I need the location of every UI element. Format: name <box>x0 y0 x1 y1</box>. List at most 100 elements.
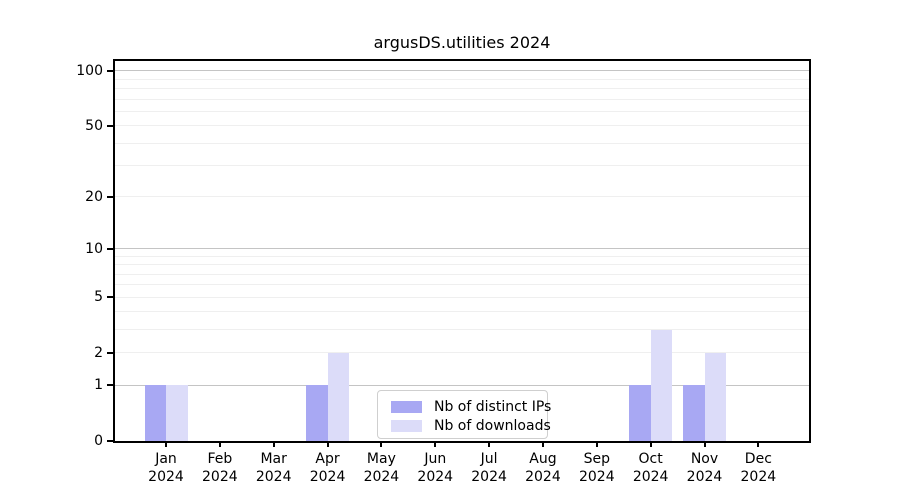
gridline-minor <box>115 296 809 298</box>
bar-downloads <box>166 385 188 441</box>
x-tick-mark <box>272 442 275 447</box>
y-tick-mark <box>107 440 113 442</box>
legend: Nb of distinct IPs Nb of downloads <box>377 390 551 439</box>
y-tick-label: 5 <box>94 289 103 306</box>
y-tick-label: 20 <box>85 188 103 205</box>
gridline-minor <box>115 110 809 112</box>
legend-swatch-distinct-ips <box>391 400 422 413</box>
x-tick-mark <box>757 442 760 447</box>
x-tick-label: Jun 2024 <box>403 450 467 486</box>
x-tick-mark <box>165 442 167 447</box>
x-tick-month: Nov <box>690 451 719 467</box>
bars-layer <box>115 61 809 441</box>
gridline-minor <box>115 352 809 354</box>
gridline-minor <box>115 329 809 331</box>
gridline-minor <box>115 125 809 127</box>
bar-distinct-ips <box>629 385 651 441</box>
x-tick-year: 2024 <box>255 469 292 485</box>
x-tick-mark <box>488 442 491 447</box>
gridline-minor <box>115 284 809 286</box>
plot-area <box>113 59 811 443</box>
x-tick-year: 2024 <box>740 469 777 485</box>
y-tick-label: 10 <box>85 240 103 257</box>
gridline-minor <box>115 196 809 198</box>
y-tick-label: 100 <box>76 62 103 79</box>
y-tick-label: 50 <box>85 117 103 134</box>
x-tick-label: Jan 2024 <box>134 450 198 486</box>
x-tick-label: Dec 2024 <box>726 450 790 486</box>
x-tick-label: Sep 2024 <box>565 450 629 486</box>
x-tick-mark <box>434 442 437 447</box>
x-tick-year: 2024 <box>202 469 238 485</box>
gridline-minor <box>115 255 809 257</box>
x-tick-month: Aug <box>529 451 557 467</box>
x-tick-month: Jun <box>424 451 447 467</box>
gridline-minor <box>115 78 809 80</box>
gridline-major <box>115 70 809 72</box>
y-tick-mark <box>107 124 113 127</box>
x-tick-year: 2024 <box>417 469 454 485</box>
bar-downloads <box>704 352 726 441</box>
chart-title: argusDS.utilities 2024 <box>373 33 551 52</box>
gridline-minor <box>115 311 809 313</box>
x-tick-year: 2024 <box>525 469 561 485</box>
x-tick-label: Oct 2024 <box>619 450 683 486</box>
gridline-minor <box>115 164 809 166</box>
x-tick-month: Mar <box>260 451 287 467</box>
x-tick-year: 2024 <box>148 469 184 485</box>
y-tick-mark <box>107 195 113 198</box>
x-tick-year: 2024 <box>632 469 669 485</box>
y-tick-mark <box>107 351 113 354</box>
x-tick-label: Apr 2024 <box>296 450 360 486</box>
x-tick-year: 2024 <box>363 469 400 485</box>
x-tick-month: Jan <box>155 451 177 467</box>
y-tick-mark <box>107 247 113 250</box>
gridline-minor <box>115 264 809 266</box>
x-tick-mark <box>541 442 544 447</box>
x-tick-month: Jul <box>480 451 498 467</box>
y-tick-mark <box>107 384 113 387</box>
x-tick-month: Oct <box>638 451 663 467</box>
gridline-layer <box>115 61 809 441</box>
x-tick-label: Jul 2024 <box>457 450 521 486</box>
y-tick-label: 2 <box>94 344 103 361</box>
x-tick-mark <box>218 442 221 447</box>
legend-item-downloads: Nb of downloads <box>391 416 551 435</box>
gridline-minor <box>115 142 809 144</box>
gridline-minor <box>115 87 809 89</box>
x-tick-year: 2024 <box>686 469 723 485</box>
gridline-major <box>115 384 809 386</box>
bar-distinct-ips <box>144 385 166 441</box>
y-tick-label: 1 <box>94 377 103 394</box>
x-tick-month: Feb <box>207 451 233 467</box>
legend-swatch-downloads <box>391 419 422 432</box>
x-tick-mark <box>649 442 652 447</box>
y-tick-mark <box>107 69 113 72</box>
x-tick-year: 2024 <box>309 469 346 485</box>
gridline-minor <box>115 273 809 275</box>
legend-label-distinct-ips: Nb of distinct IPs <box>434 398 552 415</box>
y-tick-mark <box>107 296 113 299</box>
x-tick-mark <box>595 442 598 447</box>
x-tick-month: Sep <box>583 451 610 467</box>
x-tick-label: Aug 2024 <box>511 450 575 486</box>
x-tick-mark <box>703 442 706 447</box>
x-tick-year: 2024 <box>578 469 615 485</box>
x-tick-mark <box>326 442 329 447</box>
x-tick-mark <box>380 442 383 447</box>
y-tick-label: 0 <box>94 433 103 449</box>
x-tick-year: 2024 <box>471 469 507 485</box>
x-tick-label: May 2024 <box>349 450 413 486</box>
gridline-major <box>115 248 809 250</box>
bar-distinct-ips <box>683 385 705 441</box>
legend-label-downloads: Nb of downloads <box>434 417 551 434</box>
legend-item-distinct-ips: Nb of distinct IPs <box>391 397 551 416</box>
bar-downloads <box>650 329 673 441</box>
x-tick-month: Apr <box>315 451 340 467</box>
x-tick-label: Feb 2024 <box>188 450 252 486</box>
x-tick-label: Mar 2024 <box>242 450 306 486</box>
x-tick-month: Dec <box>744 451 772 467</box>
bar-downloads <box>327 352 350 441</box>
gridline-minor <box>115 98 809 100</box>
